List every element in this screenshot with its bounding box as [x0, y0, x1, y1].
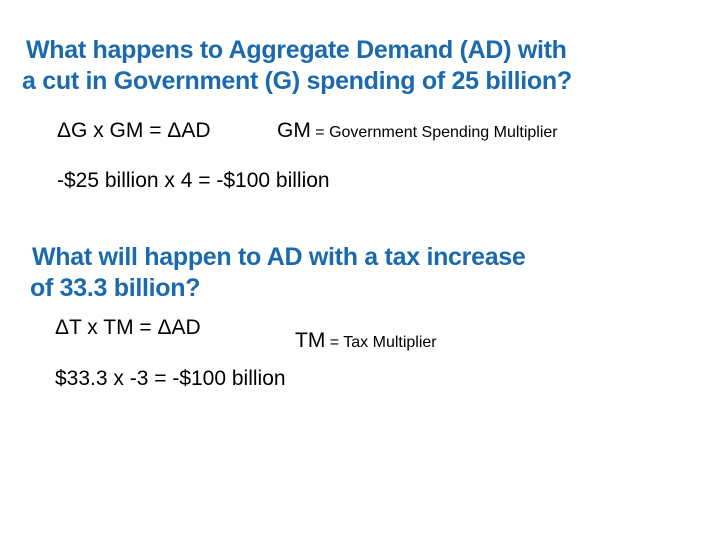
section2-definition: TM = Tax Multiplier	[295, 329, 437, 355]
section1-definition-term: GM	[277, 119, 311, 142]
section1-definition-text: = Government Spending Multiplier	[310, 124, 558, 141]
section2-definition-text: = Tax Multiplier	[325, 334, 437, 351]
section2-formula: ΔT x TM = ΔAD	[55, 316, 201, 339]
section1-heading-line2: a cut in Government (G) spending of 25 b…	[22, 67, 572, 95]
section2-calculation: $33.3 x -3 = -$100 billion	[55, 367, 286, 390]
section2-definition-term: TM	[295, 329, 326, 352]
section1-calculation: -$25 billion x 4 = -$100 billion	[57, 169, 330, 192]
section1-heading-line1: What happens to Aggregate Demand (AD) wi…	[26, 36, 567, 64]
section1-formula: ΔG x GM = ΔAD	[57, 119, 211, 142]
section2-heading-line2: of 33.3 billion?	[30, 274, 201, 302]
section2-heading-line1: What will happen to AD with a tax increa…	[32, 243, 526, 271]
section1-definition: GM = Government Spending Multiplier	[277, 119, 558, 145]
